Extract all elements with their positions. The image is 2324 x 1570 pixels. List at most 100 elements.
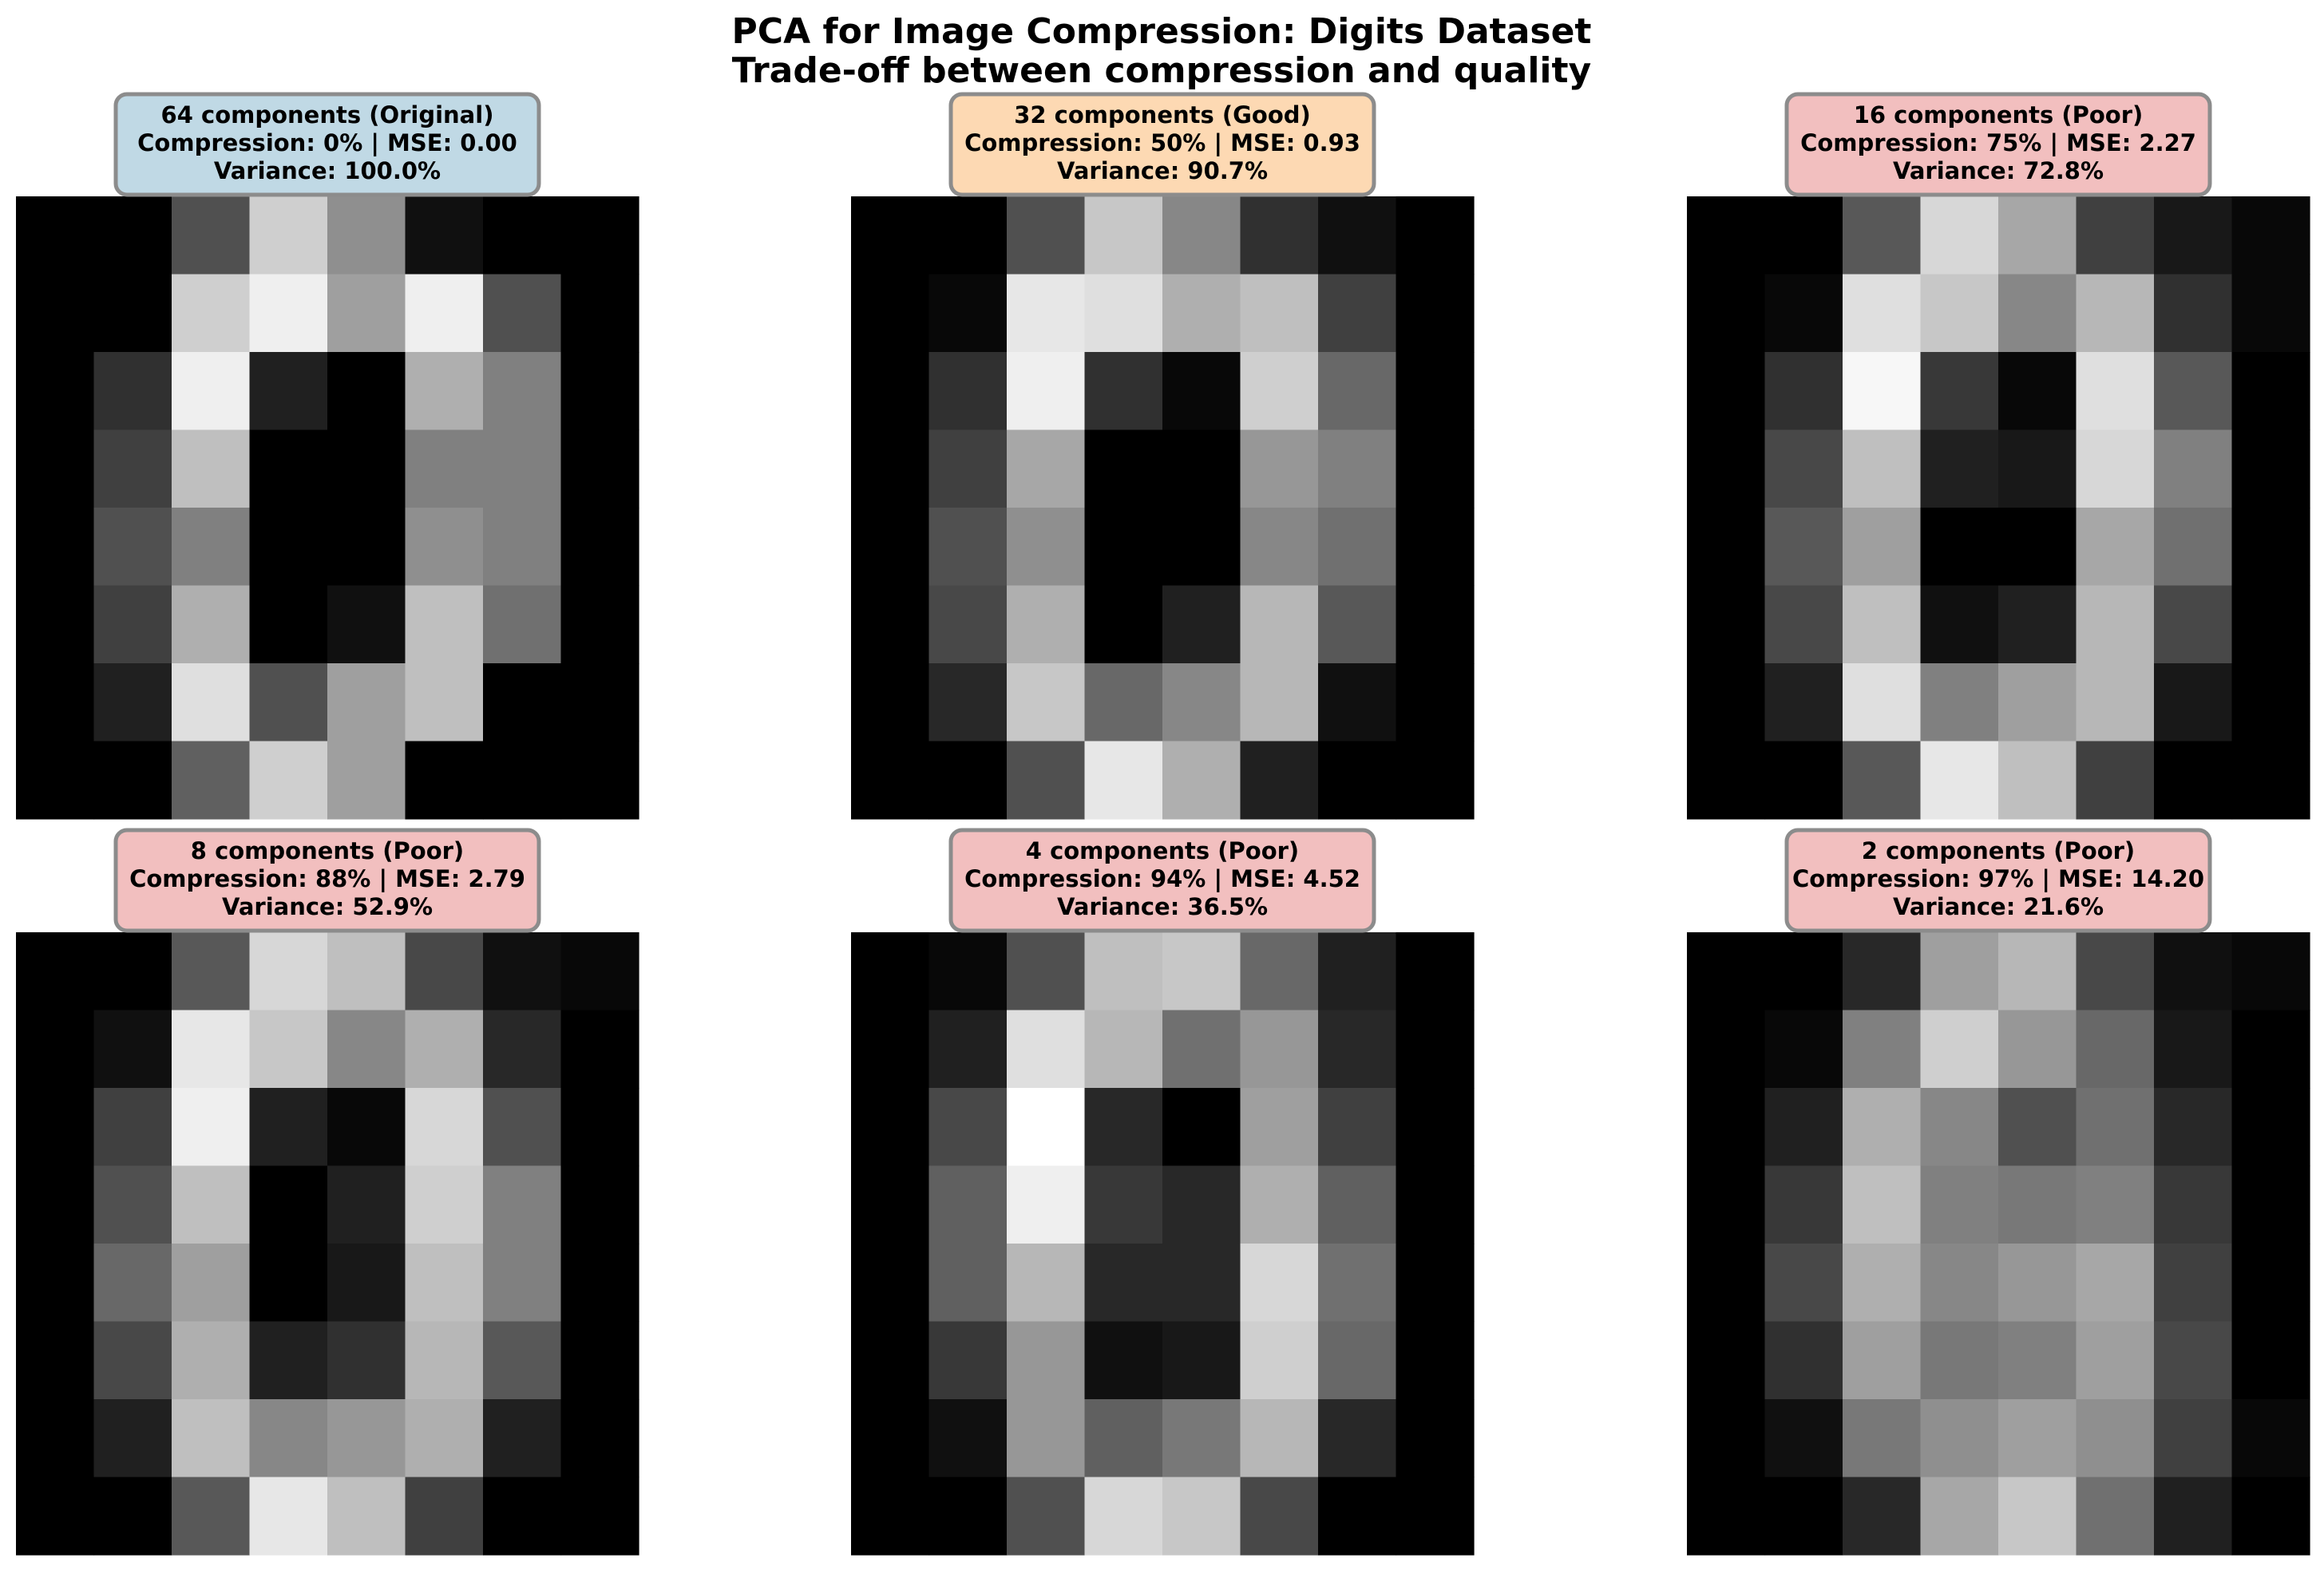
pixel-cell xyxy=(2231,1321,2310,1400)
pixel-cell xyxy=(327,429,406,508)
pixel-cell xyxy=(2076,429,2155,508)
panel-label-2: Compression: 94% | MSE: 4.52 xyxy=(964,865,1360,892)
pixel-cell xyxy=(1240,1088,1319,1167)
pixel-cell xyxy=(851,741,930,820)
pixel-cell xyxy=(1084,741,1163,820)
pixel-cell xyxy=(851,663,930,742)
pixel-cell xyxy=(1240,932,1319,1011)
pixel-cell xyxy=(2076,663,2155,742)
pixel-cell xyxy=(405,508,484,587)
pixel-cell xyxy=(1396,1010,1475,1089)
pixel-cell xyxy=(2231,585,2310,664)
pixel-cell xyxy=(327,1088,406,1167)
pixel-cell xyxy=(1318,429,1397,508)
panel-label-box xyxy=(948,92,1376,197)
pixel-cell xyxy=(1318,1244,1397,1323)
pixel-cell xyxy=(1998,585,2077,664)
pixel-cell xyxy=(1396,1399,1475,1478)
pixel-cell xyxy=(1764,741,1843,820)
pixel-cell xyxy=(1998,429,2077,508)
pixel-cell xyxy=(172,1477,251,1556)
pixel-cell xyxy=(1240,1165,1319,1244)
pixel-cell xyxy=(851,1010,930,1089)
pixel-cell xyxy=(1396,663,1475,742)
pixel-cell xyxy=(1396,932,1475,1011)
pixel-cell xyxy=(2231,196,2310,275)
panel-label-3: Variance: 100.0% xyxy=(214,157,441,184)
pixel-cell xyxy=(249,1321,328,1400)
pixel-cell xyxy=(93,1399,172,1478)
panel-16-components: 16 components (Poor)Compression: 75% | M… xyxy=(1687,92,2310,820)
pixel-cell xyxy=(1240,196,1319,275)
pixel-cell xyxy=(1084,1010,1163,1089)
pixel-cell xyxy=(2076,932,2155,1011)
panel-4-components: 4 components (Poor)Compression: 94% | MS… xyxy=(851,828,1475,1556)
pixel-cell xyxy=(1318,196,1397,275)
pixel-cell xyxy=(249,663,328,742)
pixel-cell xyxy=(1764,1321,1843,1400)
pixel-cell xyxy=(928,663,1008,742)
pixel-cell xyxy=(405,1244,484,1323)
pixel-cell xyxy=(1843,663,1922,742)
pixel-cell xyxy=(1843,429,1922,508)
panel-label-box xyxy=(113,92,541,197)
pixel-cell xyxy=(1162,585,1241,664)
pixel-cell xyxy=(1240,663,1319,742)
pixel-cell xyxy=(172,508,251,587)
pixel-cell xyxy=(560,932,639,1011)
pixel-cell xyxy=(172,1399,251,1478)
pixel-cell xyxy=(1920,585,1999,664)
pixel-cell xyxy=(1764,932,1843,1011)
pixel-cell xyxy=(2154,274,2233,353)
pixel-cell xyxy=(1396,1165,1475,1244)
pixel-cell xyxy=(1162,1477,1241,1556)
pixel-cell xyxy=(327,1477,406,1556)
pixel-cell xyxy=(851,1088,930,1167)
pixel-cell xyxy=(172,1010,251,1089)
pixel-cell xyxy=(2076,1088,2155,1167)
pixel-cell xyxy=(1998,1477,2077,1556)
pixel-cell xyxy=(1843,1088,1922,1167)
panel-label-3: Variance: 21.6% xyxy=(1893,893,2104,920)
pixel-cell xyxy=(483,1088,562,1167)
pixel-cell xyxy=(1240,508,1319,587)
pixel-cell xyxy=(1998,352,2077,431)
pixel-cell xyxy=(1240,1321,1319,1400)
pixel-cell xyxy=(560,1321,639,1400)
pixel-cell xyxy=(851,1244,930,1323)
panel-label-box xyxy=(948,828,1376,933)
pixel-cell xyxy=(2154,1321,2233,1400)
pixel-cell xyxy=(483,1399,562,1478)
pixel-cell xyxy=(1687,274,1766,353)
pixel-cell xyxy=(249,1244,328,1323)
pixel-cell xyxy=(2154,1088,2233,1167)
panel-label-3: Variance: 90.7% xyxy=(1057,157,1268,184)
pixel-cell xyxy=(1396,508,1475,587)
pixel-cell xyxy=(2076,585,2155,664)
pixel-cell xyxy=(851,1399,930,1478)
pixel-cell xyxy=(1764,274,1843,353)
pixel-cell xyxy=(172,1321,251,1400)
pixel-cell xyxy=(1162,1321,1241,1400)
pixel-cell xyxy=(1084,932,1163,1011)
pixel-cell xyxy=(1396,741,1475,820)
pixel-cell xyxy=(1920,1165,1999,1244)
pixel-cell xyxy=(1084,1244,1163,1323)
pixel-cell xyxy=(405,932,484,1011)
pixel-cell xyxy=(1007,274,1086,353)
pixel-cell xyxy=(928,352,1008,431)
pixel-cell xyxy=(1998,1010,2077,1089)
pixel-cell xyxy=(93,1010,172,1089)
pixel-cell xyxy=(1843,352,1922,431)
pixel-cell xyxy=(1920,274,1999,353)
pixel-cell xyxy=(405,585,484,664)
pixel-cell xyxy=(1687,1477,1766,1556)
pixel-cell xyxy=(928,585,1008,664)
pixel-cell xyxy=(1396,1477,1475,1556)
pixel-cell xyxy=(1162,1399,1241,1478)
pixel-cell xyxy=(1764,663,1843,742)
panel-label-2: Compression: 0% | MSE: 0.00 xyxy=(137,129,517,156)
pixel-cell xyxy=(2076,274,2155,353)
pixel-cell xyxy=(851,508,930,587)
pixel-cell xyxy=(327,1165,406,1244)
